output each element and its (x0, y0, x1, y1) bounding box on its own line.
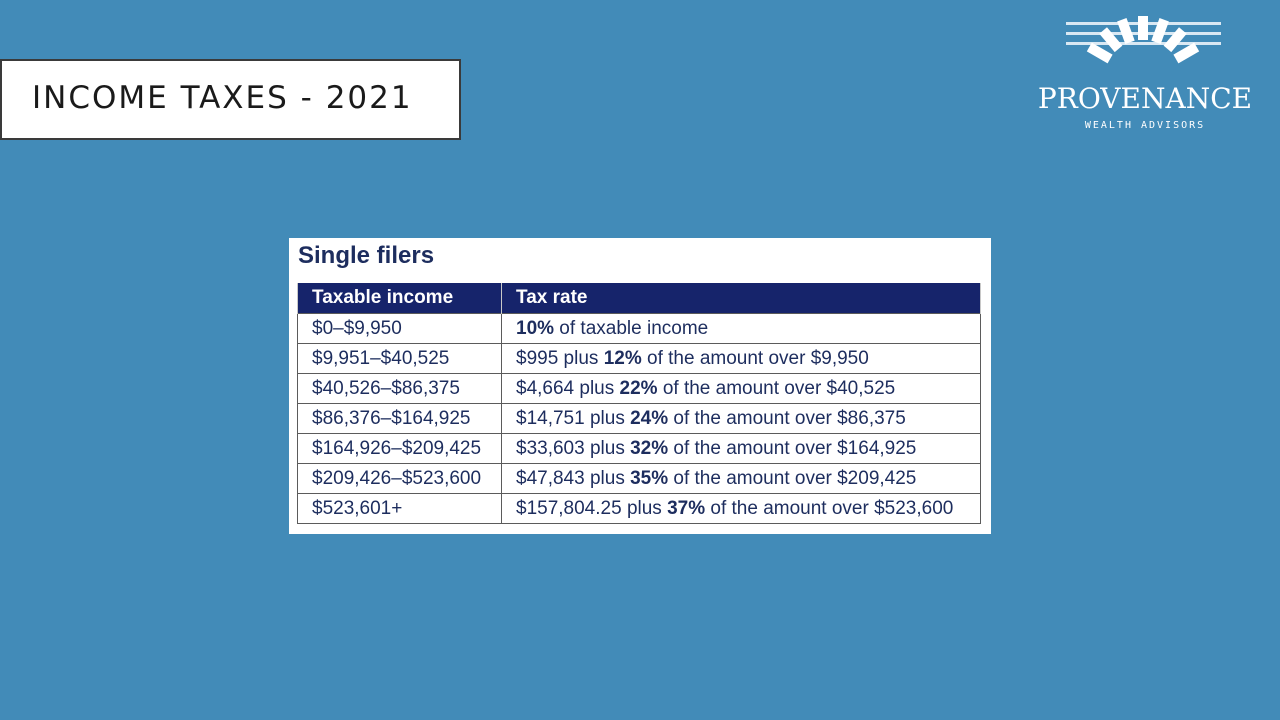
rate-suffix: of the amount over $40,525 (657, 377, 896, 399)
table-row: $0–$9,950 10% of taxable income (297, 313, 981, 344)
rate-prefix: $157,804.25 plus (516, 497, 668, 519)
rate-suffix: of the amount over $523,600 (705, 497, 954, 519)
rate-cell: $4,664 plus 22% of the amount over $40,5… (501, 373, 981, 404)
income-cell: $9,951–$40,525 (297, 343, 502, 374)
slide-title: INCOME TAXES - 2021 (32, 80, 413, 116)
rate-prefix: $47,843 plus (516, 467, 631, 489)
rate-percent: 12% (603, 347, 642, 369)
rate-suffix: of the amount over $164,925 (668, 437, 917, 459)
table-row: $523,601+ $157,804.25 plus 37% of the am… (297, 493, 981, 524)
rate-cell: $47,843 plus 35% of the amount over $209… (501, 463, 981, 494)
tax-table-card: Single filers Taxable income Tax rate $0… (289, 238, 991, 534)
income-cell: $164,926–$209,425 (297, 433, 502, 464)
table-heading: Single filers (298, 242, 435, 269)
rate-percent: 24% (630, 407, 669, 429)
rate-cell: $33,603 plus 32% of the amount over $164… (501, 433, 981, 464)
income-cell: $0–$9,950 (297, 313, 502, 344)
logo-subtitle: WEALTH ADVISORS (1084, 120, 1206, 131)
logo-name: PROVENANCE (1037, 82, 1253, 115)
table-row: $164,926–$209,425 $33,603 plus 32% of th… (297, 433, 981, 464)
sunburst-logo-icon (1066, 16, 1221, 64)
rate-percent: 35% (630, 467, 669, 489)
rate-cell: 10% of taxable income (501, 313, 981, 344)
table-row: $86,376–$164,925 $14,751 plus 24% of the… (297, 403, 981, 434)
table-row: $209,426–$523,600 $47,843 plus 35% of th… (297, 463, 981, 494)
title-box: INCOME TAXES - 2021 (0, 59, 461, 140)
logo: PROVENANCE WEALTH ADVISORS (1030, 12, 1260, 131)
column-header-tax-rate: Tax rate (501, 283, 981, 314)
rate-prefix: $995 plus (516, 347, 604, 369)
table-header-row: Taxable income Tax rate (297, 283, 981, 314)
rate-prefix: $4,664 plus (516, 377, 620, 399)
tax-bracket-table: Taxable income Tax rate $0–$9,950 10% of… (297, 283, 981, 524)
column-header-taxable-income: Taxable income (297, 283, 502, 314)
income-cell: $40,526–$86,375 (297, 373, 502, 404)
rate-prefix: $33,603 plus (516, 437, 631, 459)
rate-percent: 32% (630, 437, 669, 459)
rate-percent: 22% (619, 377, 658, 399)
income-cell: $209,426–$523,600 (297, 463, 502, 494)
rate-suffix: of the amount over $86,375 (668, 407, 906, 429)
rate-cell: $995 plus 12% of the amount over $9,950 (501, 343, 981, 374)
rate-percent: 37% (667, 497, 706, 519)
rate-cell: $14,751 plus 24% of the amount over $86,… (501, 403, 981, 434)
rate-cell: $157,804.25 plus 37% of the amount over … (501, 493, 981, 524)
table-row: $9,951–$40,525 $995 plus 12% of the amou… (297, 343, 981, 374)
income-cell: $86,376–$164,925 (297, 403, 502, 434)
rate-prefix: $14,751 plus (516, 407, 631, 429)
rate-suffix: of taxable income (554, 317, 709, 339)
table-row: $40,526–$86,375 $4,664 plus 22% of the a… (297, 373, 981, 404)
rate-suffix: of the amount over $209,425 (668, 467, 917, 489)
rate-suffix: of the amount over $9,950 (641, 347, 869, 369)
rate-percent: 10% (516, 317, 555, 339)
income-cell: $523,601+ (297, 493, 502, 524)
